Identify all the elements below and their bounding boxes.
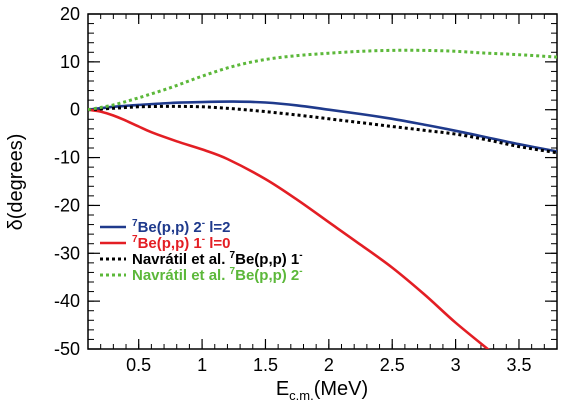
legend-label-part: Be(p,p) 2 xyxy=(138,219,202,236)
legend-label-part: - xyxy=(299,266,302,277)
legend-label-part: 7 xyxy=(132,218,138,229)
y-axis: -50 -40 -30 -20 -10 0 10 20 xyxy=(54,4,557,359)
x-axis-title-rest: (MeV) xyxy=(314,378,368,400)
series-line-4 xyxy=(88,48,557,112)
legend-label-part: 7 xyxy=(230,250,236,261)
x-tick-label: 1 xyxy=(197,355,207,375)
y-tick-label: -20 xyxy=(54,195,80,215)
y-tick-label: -40 xyxy=(54,291,80,311)
y-tick-label: -50 xyxy=(54,339,80,359)
x-tick-label: 3.5 xyxy=(506,355,531,375)
series-line-1 xyxy=(88,100,557,153)
y-tick-label: -10 xyxy=(54,148,80,168)
legend-label-part: l=2 xyxy=(205,219,230,236)
legend-label-part: Be(p,p) 1 xyxy=(235,251,299,268)
legend-label-part: - xyxy=(299,250,302,261)
legend-label-part: Be(p,p) 1 xyxy=(138,235,202,252)
y-tick-label: -30 xyxy=(54,243,80,263)
x-tick-label: 1.5 xyxy=(253,355,278,375)
legend-label-part: l=0 xyxy=(205,235,230,252)
series-line-2 xyxy=(88,108,490,349)
y-tick-label: 20 xyxy=(60,4,80,24)
legend-label-4: Navrátil et al. 7Be(p,p) 2- xyxy=(132,266,303,284)
legend-label-part: 7 xyxy=(132,234,138,245)
legend-label-part: - xyxy=(202,234,205,245)
legend-label-1: 7Be(p,p) 2- l=2 xyxy=(132,218,231,236)
series-line-3 xyxy=(88,104,557,155)
y-tick-label: 0 xyxy=(70,100,80,120)
x-tick-label: 2.5 xyxy=(380,355,405,375)
legend-label-part: 7 xyxy=(230,266,236,277)
x-axis: 0.5 1 1.5 2 2.5 3 3.5 xyxy=(87,14,558,375)
x-axis-title: Ec.m.(MeV) xyxy=(276,378,368,403)
x-axis-title-main: E xyxy=(276,378,289,400)
x-tick-label: 3 xyxy=(451,355,461,375)
legend-label-2: 7Be(p,p) 1- l=0 xyxy=(132,234,231,252)
x-tick-label: 2 xyxy=(324,355,334,375)
plot-frame xyxy=(87,13,558,350)
plot-curves xyxy=(88,48,557,349)
y-axis-title: δ(degrees) xyxy=(5,134,27,231)
x-axis-title-sub: c.m. xyxy=(289,388,314,403)
legend-label-part: Navrátil et al. xyxy=(132,251,230,268)
x-tick-label: 0.5 xyxy=(126,355,151,375)
legend-label-3: Navrátil et al. 7Be(p,p) 1- xyxy=(132,250,303,268)
y-tick-label: 10 xyxy=(60,52,80,72)
legend-label-part: - xyxy=(202,218,205,229)
legend-label-part: Navrátil et al. xyxy=(132,267,230,284)
legend-label-part: Be(p,p) 2 xyxy=(235,267,299,284)
